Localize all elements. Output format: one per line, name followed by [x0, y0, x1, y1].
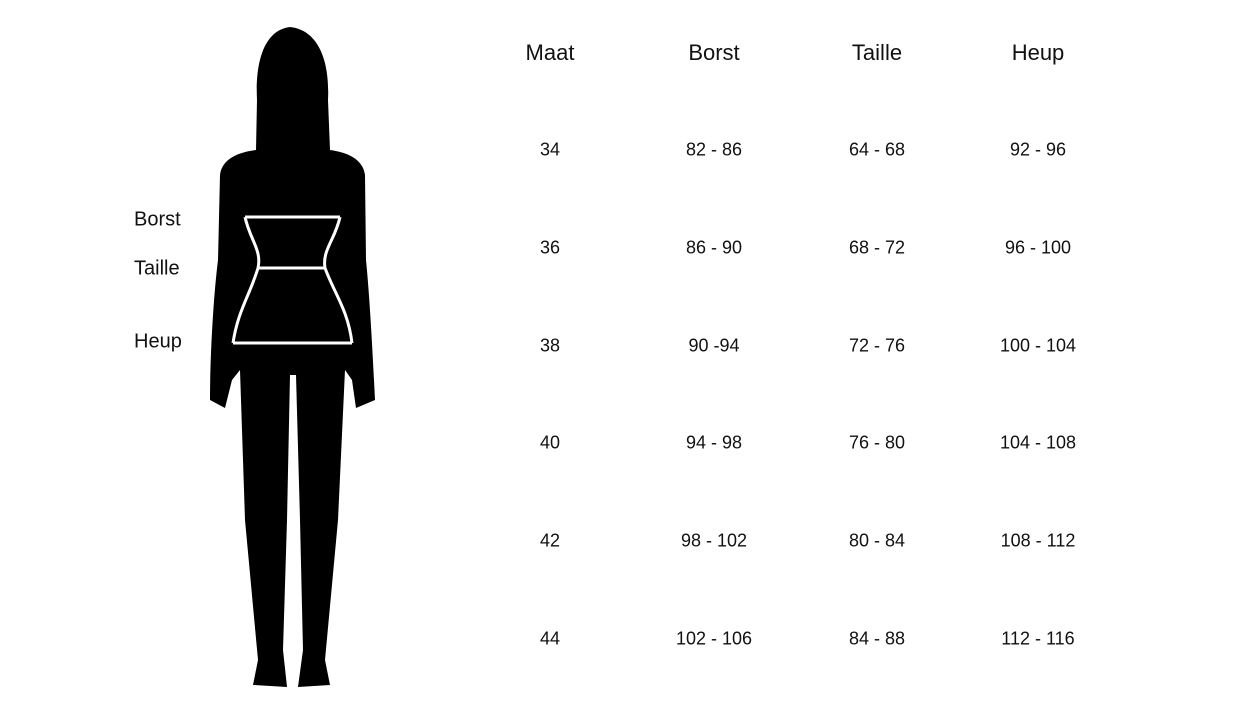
header-borst: Borst: [688, 40, 740, 65]
label-taille: Taille: [134, 257, 180, 280]
cell-taille: 80 - 84: [848, 530, 906, 551]
cell-maat: 34: [539, 139, 561, 160]
cell-taille: 84 - 88: [848, 628, 906, 649]
silhouette-shape: [210, 27, 375, 687]
cell-maat: 42: [539, 530, 561, 551]
cell-borst: 94 - 98: [685, 432, 743, 453]
header-heup: Heup: [1011, 40, 1065, 65]
cell-maat: 40: [539, 432, 561, 453]
cell-heup: 108 - 112: [1000, 530, 1076, 551]
cell-maat: 36: [539, 237, 561, 258]
cell-borst: 86 - 90: [685, 237, 743, 258]
cell-borst: 90 -94: [688, 335, 740, 356]
cell-borst: 98 - 102: [680, 530, 748, 551]
header-maat: Maat: [525, 40, 575, 65]
cell-borst: 102 - 106: [675, 628, 753, 649]
cell-heup: 96 - 100: [1004, 237, 1072, 258]
left-contour-line: [231, 216, 261, 344]
cell-maat: 38: [539, 335, 561, 356]
cell-taille: 72 - 76: [848, 335, 906, 356]
label-borst: Borst: [134, 208, 181, 231]
cell-borst: 82 - 86: [685, 139, 743, 160]
cell-maat: 44: [539, 628, 561, 649]
cell-taille: 64 - 68: [848, 139, 906, 160]
cell-heup: 92 - 96: [1009, 139, 1067, 160]
cell-taille: 76 - 80: [848, 432, 906, 453]
header-taille: Taille: [851, 40, 903, 65]
right-contour-line: [323, 216, 354, 344]
cell-taille: 68 - 72: [848, 237, 906, 258]
label-heup: Heup: [134, 330, 182, 353]
cell-heup: 100 - 104: [999, 335, 1077, 356]
cell-heup: 112 - 116: [1001, 628, 1075, 649]
cell-heup: 104 - 108: [999, 432, 1077, 453]
